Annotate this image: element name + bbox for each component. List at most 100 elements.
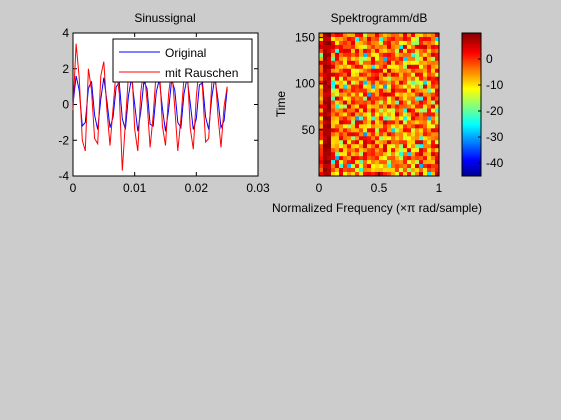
spectrogram-cell [359,124,364,129]
spectrogram-cell [379,164,384,169]
spectrogram-xlabel: Normalized Frequency (×π rad/sample) [272,201,482,215]
spectrogram-cell [335,72,340,77]
spectrogram-cell [383,116,388,121]
spectrogram-cell [355,168,360,173]
spectrogram-cell [343,172,348,177]
spectrogram-cell [335,56,340,62]
spectrogram-cell [371,64,376,70]
spectrogram-cell [347,120,352,125]
spectrogram-cell [319,168,324,173]
spectrogram-cell [371,156,376,161]
spectrogram-cell [427,36,432,42]
spectrogram-cell [391,48,396,54]
spectrogram-cell [343,56,348,62]
spectrogram-cell [431,112,436,117]
spectrogram-cell [323,52,328,58]
spectrogram-cell [343,168,348,173]
spectrogram-cell [367,92,372,97]
spectrogram-cell [319,88,324,93]
spectrogram-cell [371,132,376,137]
spectrogram-cell [419,52,424,58]
spectrogram-cell [407,116,412,121]
spectrogram-cell [343,152,348,157]
spectrogram-cell [387,76,392,81]
spectrogram-cell [339,68,344,74]
spectrogram-cell [327,56,332,62]
spectrogram-cell [319,44,324,50]
spectrogram-cell [363,172,368,177]
spectrogram-cell [395,148,400,153]
spectrogram-cell [411,88,416,93]
y-tick-label: 100 [295,77,315,91]
spectrogram-cell [323,92,328,97]
spectrogram-cell [383,160,388,165]
spectrogram-cell [407,120,412,125]
spectrogram-cell [435,60,440,66]
spectrogram-cell [399,36,404,42]
spectrogram-cell [363,68,368,74]
spectrogram-cell [419,144,424,149]
spectrogram-cell [395,44,400,50]
spectrogram-cell [411,36,416,42]
spectrogram-cell [403,128,408,133]
spectrogram-cell [387,172,392,177]
spectrogram-cell [395,60,400,66]
spectrogram-cell [339,52,344,58]
spectrogram-cell [387,100,392,105]
spectrogram-cell [371,168,376,173]
spectrogram-cell [395,124,400,129]
spectrogram-cell [419,92,424,97]
spectrogram-cell [383,64,388,70]
spectrogram-cell [347,172,352,177]
spectrogram-cell [359,156,364,161]
spectrogram-cell [399,100,404,105]
spectrogram-cell [351,108,356,113]
spectrogram-cell [327,92,332,97]
spectrogram-cell [335,52,340,58]
spectrogram-cell [327,88,332,93]
spectrogram-cell [371,148,376,153]
spectrogram-cell [387,156,392,161]
spectrogram-cell [355,172,360,177]
spectrogram-cell [419,84,424,89]
spectrogram-cell [367,60,372,66]
spectrogram-cell [411,116,416,121]
spectrogram-cell [351,96,356,101]
spectrogram-title: Spektrogramm/dB [331,11,428,25]
spectrogram-cell [399,72,404,77]
spectrogram-cell [395,108,400,113]
spectrogram-cell [387,48,392,54]
spectrogram-cell [391,64,396,70]
spectrogram-cell [395,52,400,58]
spectrogram-cell [347,124,352,129]
spectrogram-cell [339,40,344,46]
spectrogram-cell [387,120,392,125]
spectrogram-cell [435,52,440,58]
spectrogram-cell [379,84,384,89]
spectrogram-cell [387,96,392,101]
spectrogram-cell [327,68,332,74]
spectrogram-cell [355,72,360,77]
spectrogram-cell [435,48,440,54]
spectrogram-cell [379,144,384,149]
spectrogram-cell [367,96,372,101]
colorbar-ticks: 0 -10 -20 -30 -40 [478,52,504,170]
spectrogram-cell [395,152,400,157]
spectrogram-cell [367,116,372,121]
spectrogram-cell [411,140,416,145]
colorbar-tick-label: -20 [486,104,504,118]
spectrogram-cells [319,33,440,177]
spectrogram-cell [339,44,344,50]
spectrogram-cell [415,140,420,145]
spectrogram-cell [371,60,376,66]
spectrogram-cell [395,116,400,121]
spectrogram-cell [359,112,364,117]
spectrogram-cell [347,112,352,117]
spectrogram-cell [351,136,356,141]
spectrogram-cell [391,88,396,93]
spectrogram-cell [391,140,396,145]
spectrogram-cell [343,52,348,58]
spectrogram-cell [423,100,428,105]
spectrogram-cell [431,84,436,89]
